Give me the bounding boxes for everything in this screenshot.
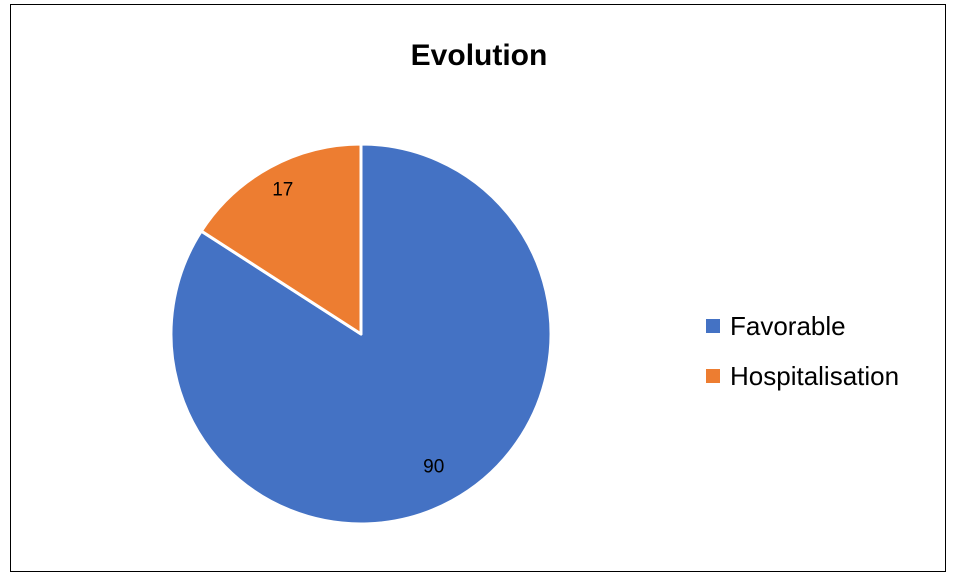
data-label-hospitalisation: 17 xyxy=(272,180,293,201)
legend-swatch-favorable xyxy=(706,319,720,333)
data-label-favorable: 90 xyxy=(423,456,444,477)
legend-item-hospitalisation: Hospitalisation xyxy=(706,351,899,401)
legend-label-favorable: Favorable xyxy=(730,310,846,341)
pie-slice-hospitalisation xyxy=(199,142,363,336)
pie-chart: 90 17 xyxy=(169,142,553,526)
chart-area: Evolution 90 17 Favorable Hospitalisation xyxy=(10,4,946,572)
legend-item-favorable: Favorable xyxy=(706,301,899,351)
legend: Favorable Hospitalisation xyxy=(706,301,899,401)
chart-title: Evolution xyxy=(410,39,548,72)
legend-label-hospitalisation: Hospitalisation xyxy=(730,360,900,391)
legend-swatch-hospitalisation xyxy=(706,369,720,383)
